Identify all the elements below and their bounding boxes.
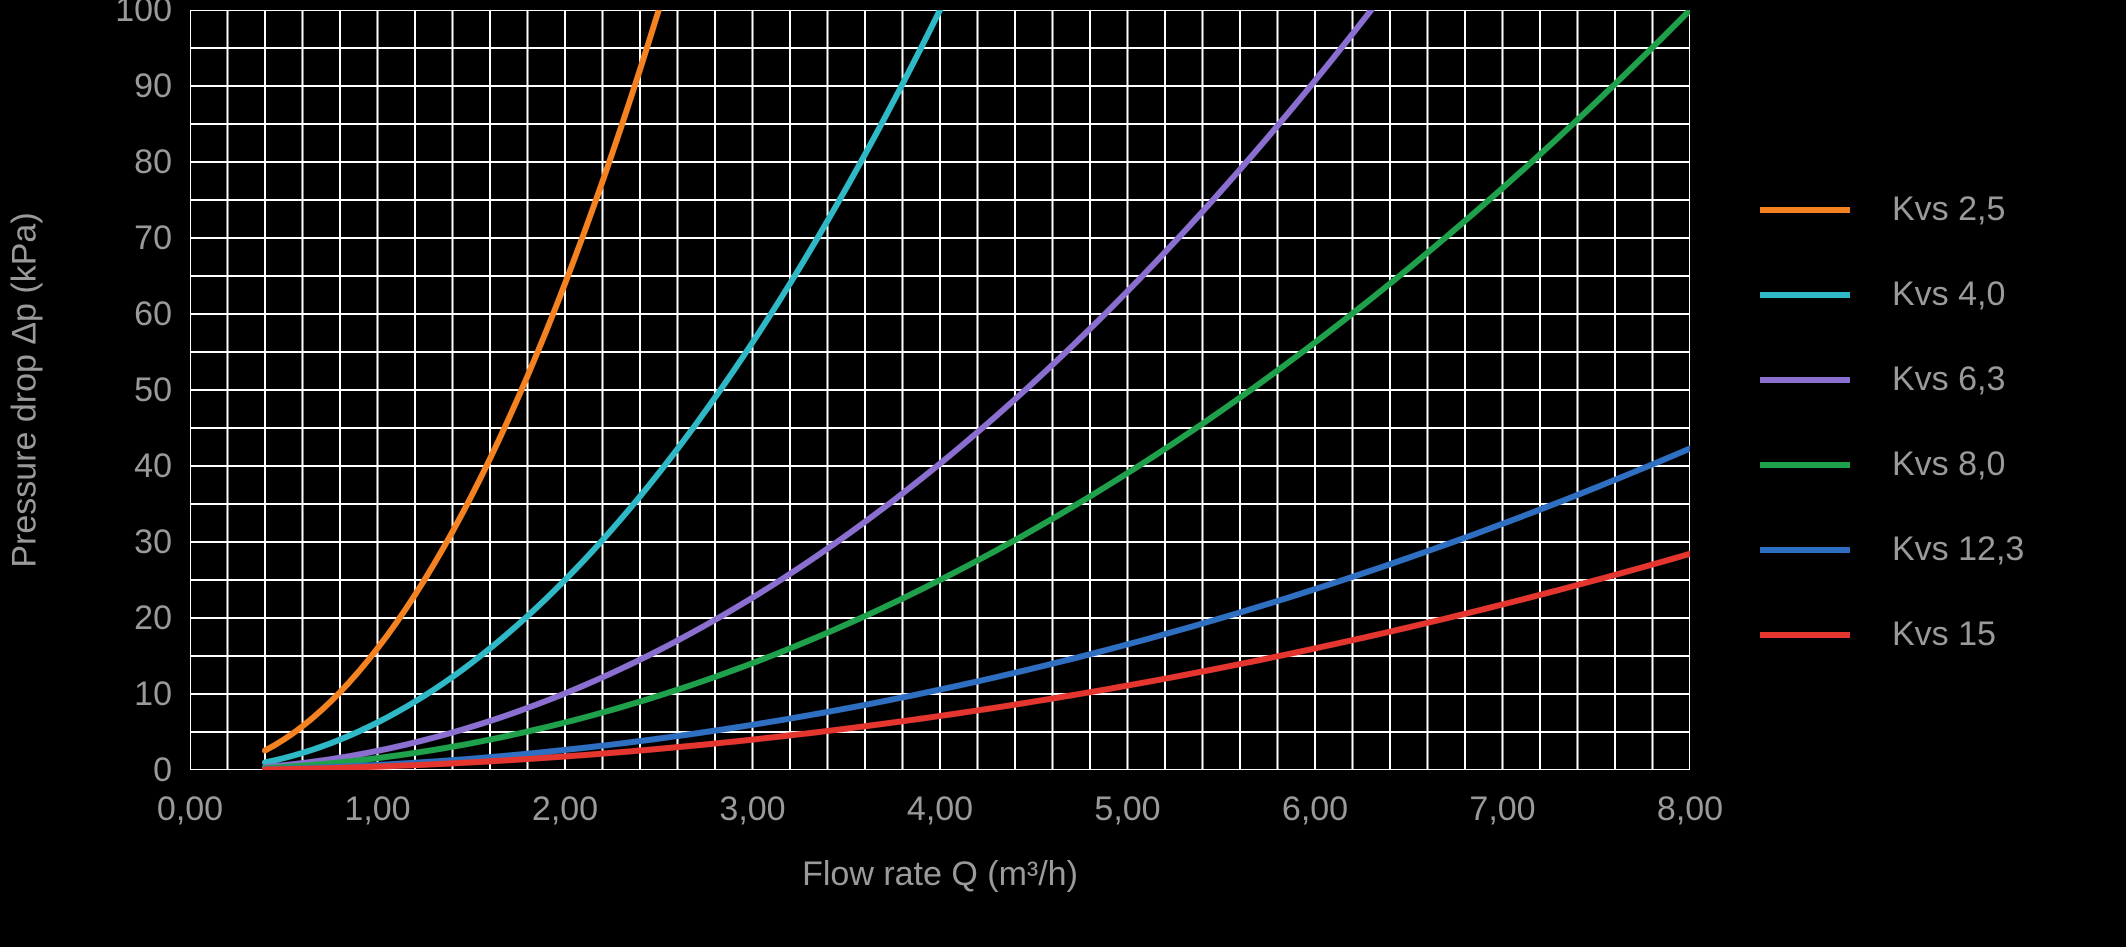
legend-label: Kvs 6,3: [1892, 360, 2005, 399]
chart-root: Pressure drop Δp (kPa) Flow rate Q (m³/h…: [0, 0, 2126, 947]
legend: Kvs 2,5 Kvs 4,0 Kvs 6,3 Kvs 8,0 Kvs 12,3 Kvs …: [1760, 190, 2024, 700]
x-tick-label: 1,00: [338, 790, 418, 829]
y-tick-label: 100: [115, 0, 172, 30]
x-tick-label: 8,00: [1650, 790, 1730, 829]
legend-label: Kvs 8,0: [1892, 445, 2005, 484]
legend-label: Kvs 2,5: [1892, 190, 2005, 229]
legend-item: Kvs 12,3: [1760, 530, 2024, 569]
legend-item: Kvs 2,5: [1760, 190, 2024, 229]
legend-swatch: [1760, 292, 1850, 298]
legend-item: Kvs 4,0: [1760, 275, 2024, 314]
y-tick-label: 60: [134, 295, 172, 334]
legend-item: Kvs 6,3: [1760, 360, 2024, 399]
y-tick-label: 70: [134, 219, 172, 258]
y-tick-label: 20: [134, 599, 172, 638]
legend-label: Kvs 4,0: [1892, 275, 2005, 314]
y-tick-label: 40: [134, 447, 172, 486]
legend-swatch: [1760, 207, 1850, 213]
x-tick-label: 4,00: [900, 790, 980, 829]
legend-swatch: [1760, 632, 1850, 638]
x-tick-label: 3,00: [713, 790, 793, 829]
y-tick-label: 90: [134, 67, 172, 106]
legend-item: Kvs 15: [1760, 615, 2024, 654]
y-tick-label: 0: [153, 751, 172, 790]
legend-item: Kvs 8,0: [1760, 445, 2024, 484]
y-tick-label: 10: [134, 675, 172, 714]
y-tick-label: 80: [134, 143, 172, 182]
y-axis-title: Pressure drop Δp (kPa): [6, 212, 45, 567]
y-tick-label: 30: [134, 523, 172, 562]
plot-area: [190, 10, 1690, 770]
legend-label: Kvs 15: [1892, 615, 1996, 654]
x-tick-label: 2,00: [525, 790, 605, 829]
x-tick-label: 5,00: [1088, 790, 1168, 829]
x-axis-title: Flow rate Q (m³/h): [802, 855, 1078, 894]
legend-swatch: [1760, 462, 1850, 468]
legend-swatch: [1760, 547, 1850, 553]
legend-swatch: [1760, 377, 1850, 383]
x-tick-label: 6,00: [1275, 790, 1355, 829]
x-tick-label: 0,00: [150, 790, 230, 829]
legend-label: Kvs 12,3: [1892, 530, 2024, 569]
y-tick-label: 50: [134, 371, 172, 410]
x-tick-label: 7,00: [1463, 790, 1543, 829]
plot-svg: [190, 10, 1690, 770]
